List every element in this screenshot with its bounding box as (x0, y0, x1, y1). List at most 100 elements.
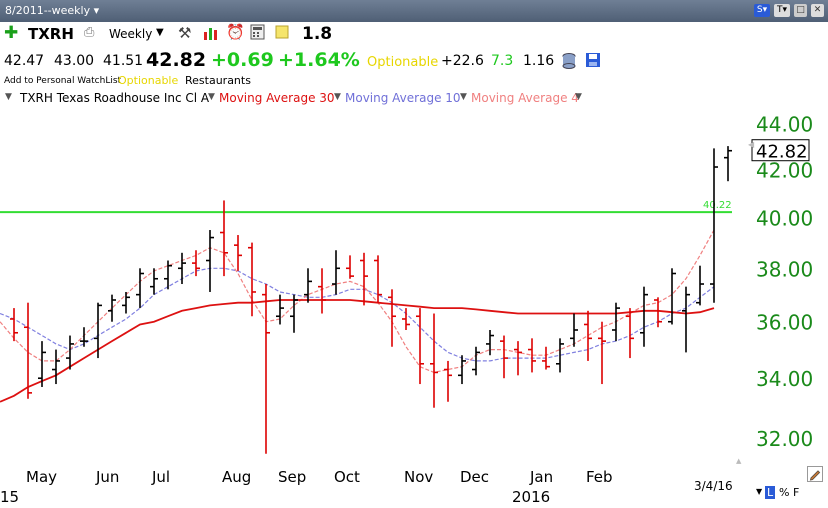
ohlc-bar (66, 335, 74, 370)
x-month-label: Feb (586, 468, 613, 486)
period-dropdown-icon[interactable]: ▼ (156, 27, 164, 38)
ohlc-bar (626, 308, 634, 359)
ohlc-bar (612, 302, 620, 342)
legend-ma4[interactable]: Moving Average 4 (471, 91, 579, 105)
bar-chart-icon[interactable] (203, 25, 219, 45)
horizontal-line-label: 40.22 (703, 200, 732, 211)
legend-series-name[interactable]: TXRH Texas Roadhouse Inc Cl A (20, 91, 210, 105)
scale-f-toggle[interactable]: F (793, 486, 800, 499)
chart-legend: ▼ TXRH Texas Roadhouse Inc Cl A ▼ Moving… (0, 90, 828, 108)
ohlc-bar (332, 250, 340, 295)
ohlc-bar (262, 284, 270, 454)
alarm-clock-icon[interactable]: ⏰ (226, 23, 245, 41)
x-month-label: Nov (404, 468, 433, 486)
ohlc-bar (486, 329, 494, 356)
legend-ma30[interactable]: Moving Average 30 (219, 91, 335, 105)
ohlc-bar (682, 286, 690, 353)
ohlc-bar (710, 148, 718, 303)
ohlc-bar (556, 338, 564, 373)
ohlc-bar (52, 349, 60, 385)
ohlc-bar (654, 297, 662, 328)
ohlc-bar (668, 268, 676, 325)
open-price: 42.47 (4, 53, 45, 69)
add-icon[interactable]: ✚ (4, 23, 19, 43)
optionable-badge: Optionable (367, 55, 439, 70)
last-price-label: 42.82 (756, 142, 808, 163)
legend-ma30-dropdown-icon[interactable]: ▼ (208, 92, 215, 102)
note-icon[interactable] (275, 24, 289, 44)
y-tick-label: 34.00 (756, 367, 813, 391)
ohlc-bar (38, 341, 46, 387)
ohlc-bar (514, 341, 522, 376)
legend-ma10-dropdown-icon[interactable]: ▼ (334, 92, 341, 102)
ohlc-bar (444, 360, 452, 402)
price-change-pct: +1.64% (278, 49, 360, 71)
stat-ratio: 1.16 (523, 53, 555, 69)
scale-dropdown-icon[interactable]: ▼ (756, 487, 763, 496)
high-price: 43.00 (54, 53, 95, 69)
ohlc-bar (430, 313, 438, 408)
s-menu-icon[interactable]: S▾ (754, 4, 770, 17)
ohlc-bar (136, 268, 144, 309)
ohlc-bar (206, 230, 214, 292)
ohlc-bar (640, 286, 648, 347)
ohlc-bar (178, 252, 186, 285)
legend-dropdown-icon[interactable]: ▼ (575, 92, 582, 102)
period-select[interactable]: Weekly (109, 27, 153, 41)
symbol-field[interactable]: TXRH (28, 25, 74, 43)
scale-percent-toggle[interactable]: % (779, 486, 790, 499)
chart-period-menu[interactable]: 8/2011--weekly ▾ (5, 4, 100, 17)
ohlc-bar (220, 200, 228, 277)
tools-icon[interactable]: ⚒ (178, 24, 192, 42)
ohlc-bar (458, 355, 466, 385)
t-menu-icon[interactable]: T▾ (774, 4, 790, 17)
legend-ma10[interactable]: Moving Average 10 (345, 91, 461, 105)
ohlc-bar (234, 235, 242, 271)
ohlc-bar (472, 346, 480, 376)
close-icon[interactable]: ✕ (811, 4, 824, 17)
price-marker-icon: ◀ (748, 140, 755, 149)
x-month-label: Aug (222, 468, 251, 486)
legend-ma4-dropdown-icon[interactable]: ▼ (460, 92, 467, 102)
scale-log-toggle[interactable]: L (765, 486, 776, 499)
ohlc-bar (724, 146, 732, 182)
ma4-line (0, 229, 715, 374)
ohlc-bar (696, 265, 704, 306)
database-icon[interactable] (562, 53, 576, 73)
stat-green: 7.3 (491, 53, 514, 69)
ohlc-bar (500, 335, 508, 379)
rating-value: 1.8 (302, 24, 333, 44)
floppy-save-icon[interactable] (585, 52, 601, 72)
save-icon[interactable]: □ (794, 4, 807, 17)
ohlc-bar (24, 302, 32, 399)
last-bar-date: 3/4/16 (694, 479, 733, 493)
annotate-pencil-icon[interactable] (807, 466, 823, 486)
ohlc-bar (388, 289, 396, 347)
add-to-watchlist-link[interactable]: Add to Personal WatchList (4, 76, 122, 86)
y-tick-label: 42.00 (756, 158, 813, 182)
x-year-label: 15 (0, 488, 19, 506)
y-tick-label: 36.00 (756, 311, 813, 335)
ohlc-bar (584, 310, 592, 361)
scroll-up-icon[interactable]: ▲ (736, 457, 742, 465)
calculator-icon[interactable] (250, 24, 265, 44)
industry-label[interactable]: Restaurants (185, 74, 251, 87)
ma30-line (0, 299, 715, 403)
price-chart[interactable]: 40.22 44.00 42.00 40.00 38.00 36.00 34.00 32.0… (0, 108, 828, 508)
ohlc-bar (542, 346, 550, 370)
ohlc-bar (10, 308, 18, 342)
ohlc-bar (360, 252, 368, 306)
x-month-label: Jun (95, 468, 119, 486)
low-price: 41.51 (103, 53, 144, 69)
ohlc-bar (290, 294, 298, 333)
title-bar: 8/2011--weekly ▾ S▾ T▾ □ ✕ (0, 0, 828, 22)
print-icon[interactable]: ⎙ (84, 25, 95, 40)
y-tick-label: 44.00 (756, 112, 813, 136)
ohlc-bar (248, 242, 256, 317)
quote-bar: 42.47 43.00 41.51 42.82 +0.69 +1.64% Opt… (0, 46, 828, 74)
ohlc-bar (276, 294, 284, 325)
legend-toggle-icon[interactable]: ▼ (5, 92, 12, 102)
window-title: 8/2011--weekly (5, 4, 91, 17)
ohlc-bar (598, 321, 606, 385)
ohlc-bar (416, 308, 424, 385)
